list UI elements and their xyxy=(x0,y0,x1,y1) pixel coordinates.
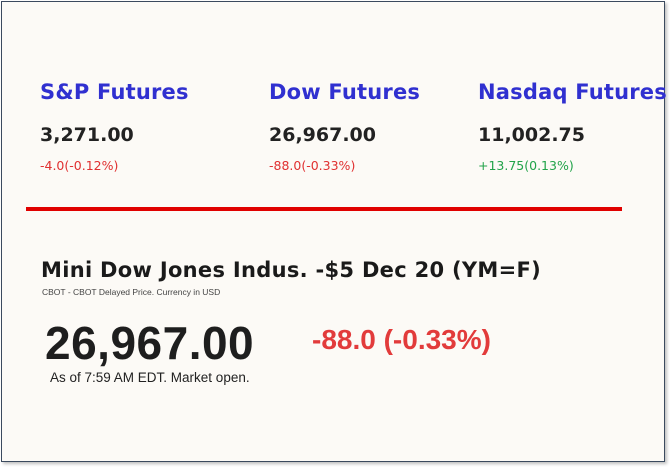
quote-exchange-info: CBOT - CBOT Delayed Price. Currency in U… xyxy=(42,287,221,297)
futures-name[interactable]: S&P Futures xyxy=(40,80,189,104)
quote-timestamp: As of 7:59 AM EDT. Market open. xyxy=(50,370,250,385)
futures-change: -88.0(-0.33%) xyxy=(269,158,356,173)
futures-price: 11,002.75 xyxy=(478,124,585,146)
futures-change: +13.75(0.13%) xyxy=(478,158,574,173)
quote-change: -88.0 (-0.33%) xyxy=(312,324,491,355)
futures-item-dow[interactable]: Dow Futures 26,967.00 -88.0(-0.33%) xyxy=(269,80,420,173)
futures-price: 3,271.00 xyxy=(40,124,134,146)
quote-title: Mini Dow Jones Indus. -$5 Dec 20 (YM=F) xyxy=(41,258,542,282)
futures-price: 26,967.00 xyxy=(269,124,376,146)
futures-name[interactable]: Dow Futures xyxy=(269,80,421,104)
futures-name[interactable]: Nasdaq Futures xyxy=(478,80,667,104)
section-divider xyxy=(26,207,622,211)
futures-item-nasdaq[interactable]: Nasdaq Futures 11,002.75 +13.75(0.13%) xyxy=(478,80,667,173)
futures-change: -4.0(-0.12%) xyxy=(40,158,119,173)
quote-price: 26,967.00 xyxy=(45,317,255,369)
futures-item-sp[interactable]: S&P Futures 3,271.00 -4.0(-0.12%) xyxy=(40,80,189,173)
